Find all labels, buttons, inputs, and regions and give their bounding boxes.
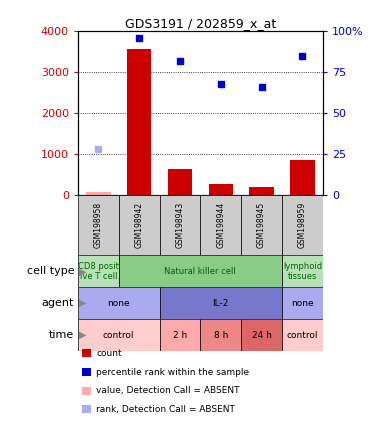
Text: 8 h: 8 h: [214, 331, 228, 340]
Text: GSM198959: GSM198959: [298, 202, 307, 249]
Bar: [282, 319, 323, 351]
Text: ▶: ▶: [79, 266, 86, 276]
Bar: [119, 195, 160, 255]
Text: GSM198943: GSM198943: [175, 202, 184, 249]
Bar: [282, 255, 323, 287]
Bar: [282, 195, 323, 255]
Bar: [241, 319, 282, 351]
Bar: [282, 287, 323, 319]
Bar: [86, 192, 111, 195]
Bar: [200, 195, 241, 255]
Text: GSM198945: GSM198945: [257, 202, 266, 249]
Bar: [160, 287, 282, 319]
Text: value, Detection Call = ABSENT: value, Detection Call = ABSENT: [96, 386, 240, 395]
Text: IL-2: IL-2: [213, 299, 229, 308]
Text: rank, Detection Call = ABSENT: rank, Detection Call = ABSENT: [96, 405, 235, 414]
Bar: [209, 184, 233, 195]
Text: 24 h: 24 h: [252, 331, 272, 340]
Text: ▶: ▶: [79, 330, 86, 340]
Bar: [78, 195, 119, 255]
Bar: [290, 160, 315, 195]
Bar: [241, 195, 282, 255]
Text: GSM198944: GSM198944: [216, 202, 225, 249]
Bar: [249, 187, 274, 195]
Bar: [78, 319, 160, 351]
Bar: [168, 169, 192, 195]
Bar: [127, 49, 151, 195]
Text: lymphoid
tissues: lymphoid tissues: [283, 262, 322, 281]
Text: percentile rank within the sample: percentile rank within the sample: [96, 368, 250, 377]
Text: cell type: cell type: [27, 266, 74, 276]
Text: Natural killer cell: Natural killer cell: [164, 267, 236, 276]
Text: GSM198958: GSM198958: [94, 202, 103, 248]
Text: none: none: [291, 299, 313, 308]
Text: count: count: [96, 349, 122, 358]
Text: CD8 posit
ive T cell: CD8 posit ive T cell: [78, 262, 119, 281]
Bar: [78, 287, 160, 319]
Bar: [119, 255, 282, 287]
Text: agent: agent: [42, 298, 74, 308]
Text: GSM198942: GSM198942: [135, 202, 144, 248]
Text: none: none: [108, 299, 130, 308]
Bar: [78, 255, 119, 287]
Text: control: control: [287, 331, 318, 340]
Bar: [160, 319, 200, 351]
Text: time: time: [49, 330, 74, 340]
Text: 2 h: 2 h: [173, 331, 187, 340]
Bar: [200, 319, 241, 351]
Text: control: control: [103, 331, 134, 340]
Text: ▶: ▶: [79, 298, 86, 308]
Title: GDS3191 / 202859_x_at: GDS3191 / 202859_x_at: [125, 17, 276, 30]
Bar: [160, 195, 200, 255]
